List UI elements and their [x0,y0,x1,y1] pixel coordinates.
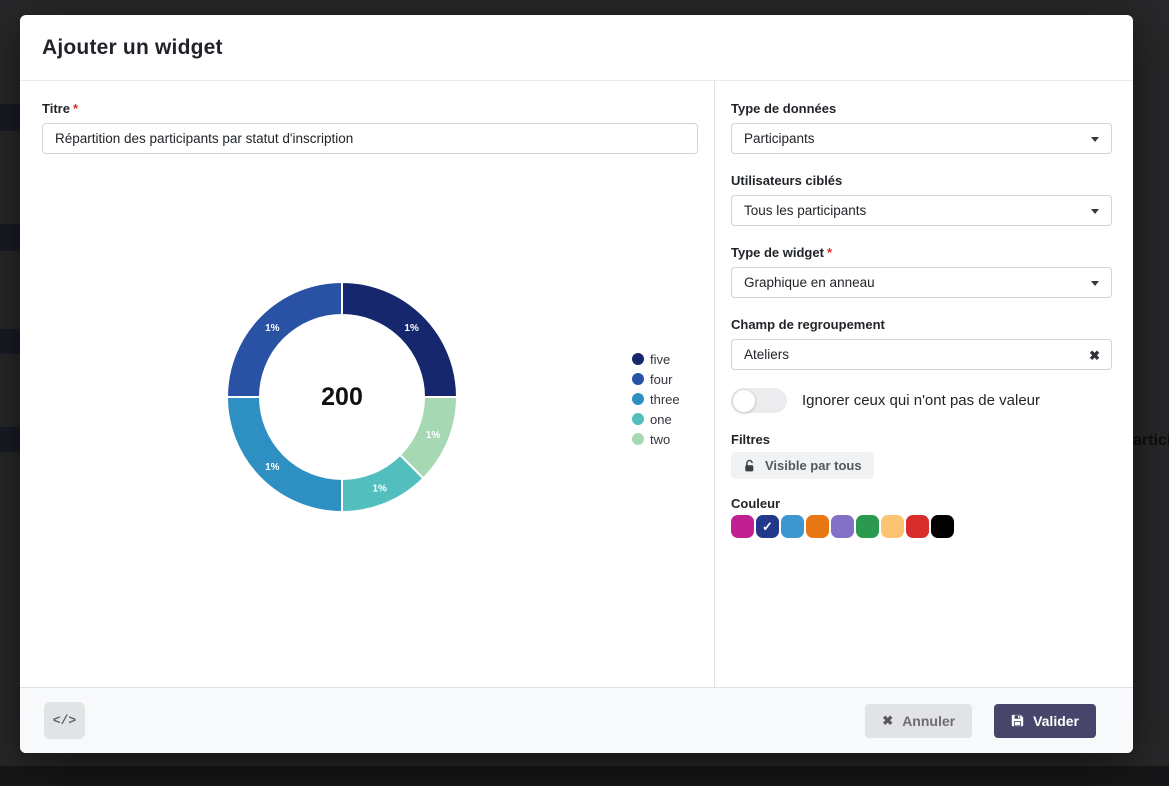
legend-item-one[interactable]: one [632,409,680,429]
add-widget-modal: Ajouter un widget Titre* 1%1%1%1%1% 200 … [20,15,1133,753]
save-icon [1011,714,1024,727]
cancel-button-label: Annuler [902,712,956,729]
cancel-icon: ✖ [882,712,894,728]
widget-type-select[interactable]: Graphique en anneau [731,267,1112,298]
modal-title: Ajouter un widget [42,35,223,59]
donut-slice-four[interactable] [225,280,343,398]
slice-label-two: 1% [426,430,441,441]
widget-type-value: Graphique en anneau [744,275,875,290]
visibility-button[interactable]: Visible par tous [731,452,874,479]
modal-footer: </> ✖ Annuler Valider [20,687,1133,753]
code-icon: </> [52,713,77,728]
grouping-field-select[interactable]: Ateliers ✖ [731,339,1112,370]
ignore-empty-toggle[interactable] [731,388,787,413]
color-label: Couleur [731,496,781,511]
color-swatches: ✓ [731,515,1112,538]
backdrop-row-band [0,224,22,251]
modal-header: Ajouter un widget [20,15,1133,81]
legend-label: four [650,371,673,387]
target-users-label: Utilisateurs ciblés [731,173,843,188]
legend-dot-icon [632,353,644,365]
grouping-field-value: Ateliers [744,347,790,362]
filters-label: Filtres [731,432,771,447]
slice-label-five: 1% [404,323,419,334]
donut-slice-three[interactable] [225,396,343,514]
chevron-down-icon [1091,137,1099,142]
backdrop-row-band [0,104,22,131]
toggle-knob [732,388,756,413]
widget-type-label: Type de widget * [731,245,832,260]
donut-chart: 1% 1% 1% 1% 1% [225,280,459,514]
color-swatch-black[interactable] [931,515,954,538]
legend-dot-icon [632,393,644,405]
title-input[interactable] [42,123,698,154]
widget-settings-pane: Type de données Participants Utilisateur… [714,81,1133,687]
cancel-button[interactable]: ✖ Annuler [865,703,973,738]
ignore-empty-toggle-label: Ignorer ceux qui n'ont pas de valeur [802,392,1041,409]
slice-label-one: 1% [372,484,387,495]
color-swatch-red[interactable] [906,515,929,538]
color-swatch-magenta[interactable] [731,515,754,538]
clear-icon[interactable]: ✖ [1089,348,1100,363]
grouping-field-label: Champ de regroupement [731,317,885,332]
backdrop-row-band [0,329,22,354]
legend-dot-icon [632,413,644,425]
legend-item-five[interactable]: five [632,349,680,369]
legend-item-two[interactable]: two [632,429,680,449]
legend-label: one [650,411,672,427]
target-users-select[interactable]: Tous les participants [731,195,1112,226]
modal-body: Titre* 1%1%1%1%1% 200 fivefourthreeonetw… [20,81,1133,687]
legend-item-four[interactable]: four [632,369,680,389]
legend-dot-icon [632,433,644,445]
chevron-down-icon [1091,209,1099,214]
data-type-value: Participants [744,131,815,146]
color-swatch-navy[interactable]: ✓ [756,515,779,538]
required-asterisk: * [72,101,78,116]
check-icon: ✓ [762,518,773,534]
legend-dot-icon [632,373,644,385]
required-asterisk: * [826,245,832,260]
legend-item-three[interactable]: three [632,389,680,409]
widget-preview-pane: Titre* 1%1%1%1%1% 200 fivefourthreeonetw… [20,81,714,687]
backdrop-bottom-strip [0,766,1169,786]
unlock-icon [745,459,754,471]
color-swatch-peach[interactable] [881,515,904,538]
visibility-button-label: Visible par tous [765,458,862,473]
color-swatch-purple[interactable] [831,515,854,538]
color-swatch-orange[interactable] [806,515,829,538]
slice-label-three: 1% [265,462,280,473]
submit-button-label: Valider [1033,712,1079,729]
color-swatch-blue[interactable] [781,515,804,538]
submit-button[interactable]: Valider [994,703,1096,738]
color-swatch-green[interactable] [856,515,879,538]
legend-label: two [650,431,671,447]
title-field-label: Titre * [42,101,78,116]
chart-legend: five four three one two [632,349,680,449]
code-view-button[interactable]: </> [44,702,85,739]
legend-label: five [650,351,671,367]
backdrop-row-band [0,427,22,452]
slice-label-four: 1% [265,323,280,334]
chevron-down-icon [1091,281,1099,286]
target-users-value: Tous les participants [744,203,867,218]
data-type-select[interactable]: Participants [731,123,1112,154]
donut-slice-five[interactable] [341,280,459,398]
data-type-label: Type de données [731,101,837,116]
legend-label: three [650,391,680,407]
backdrop-text-fragment: artici [1133,432,1169,449]
